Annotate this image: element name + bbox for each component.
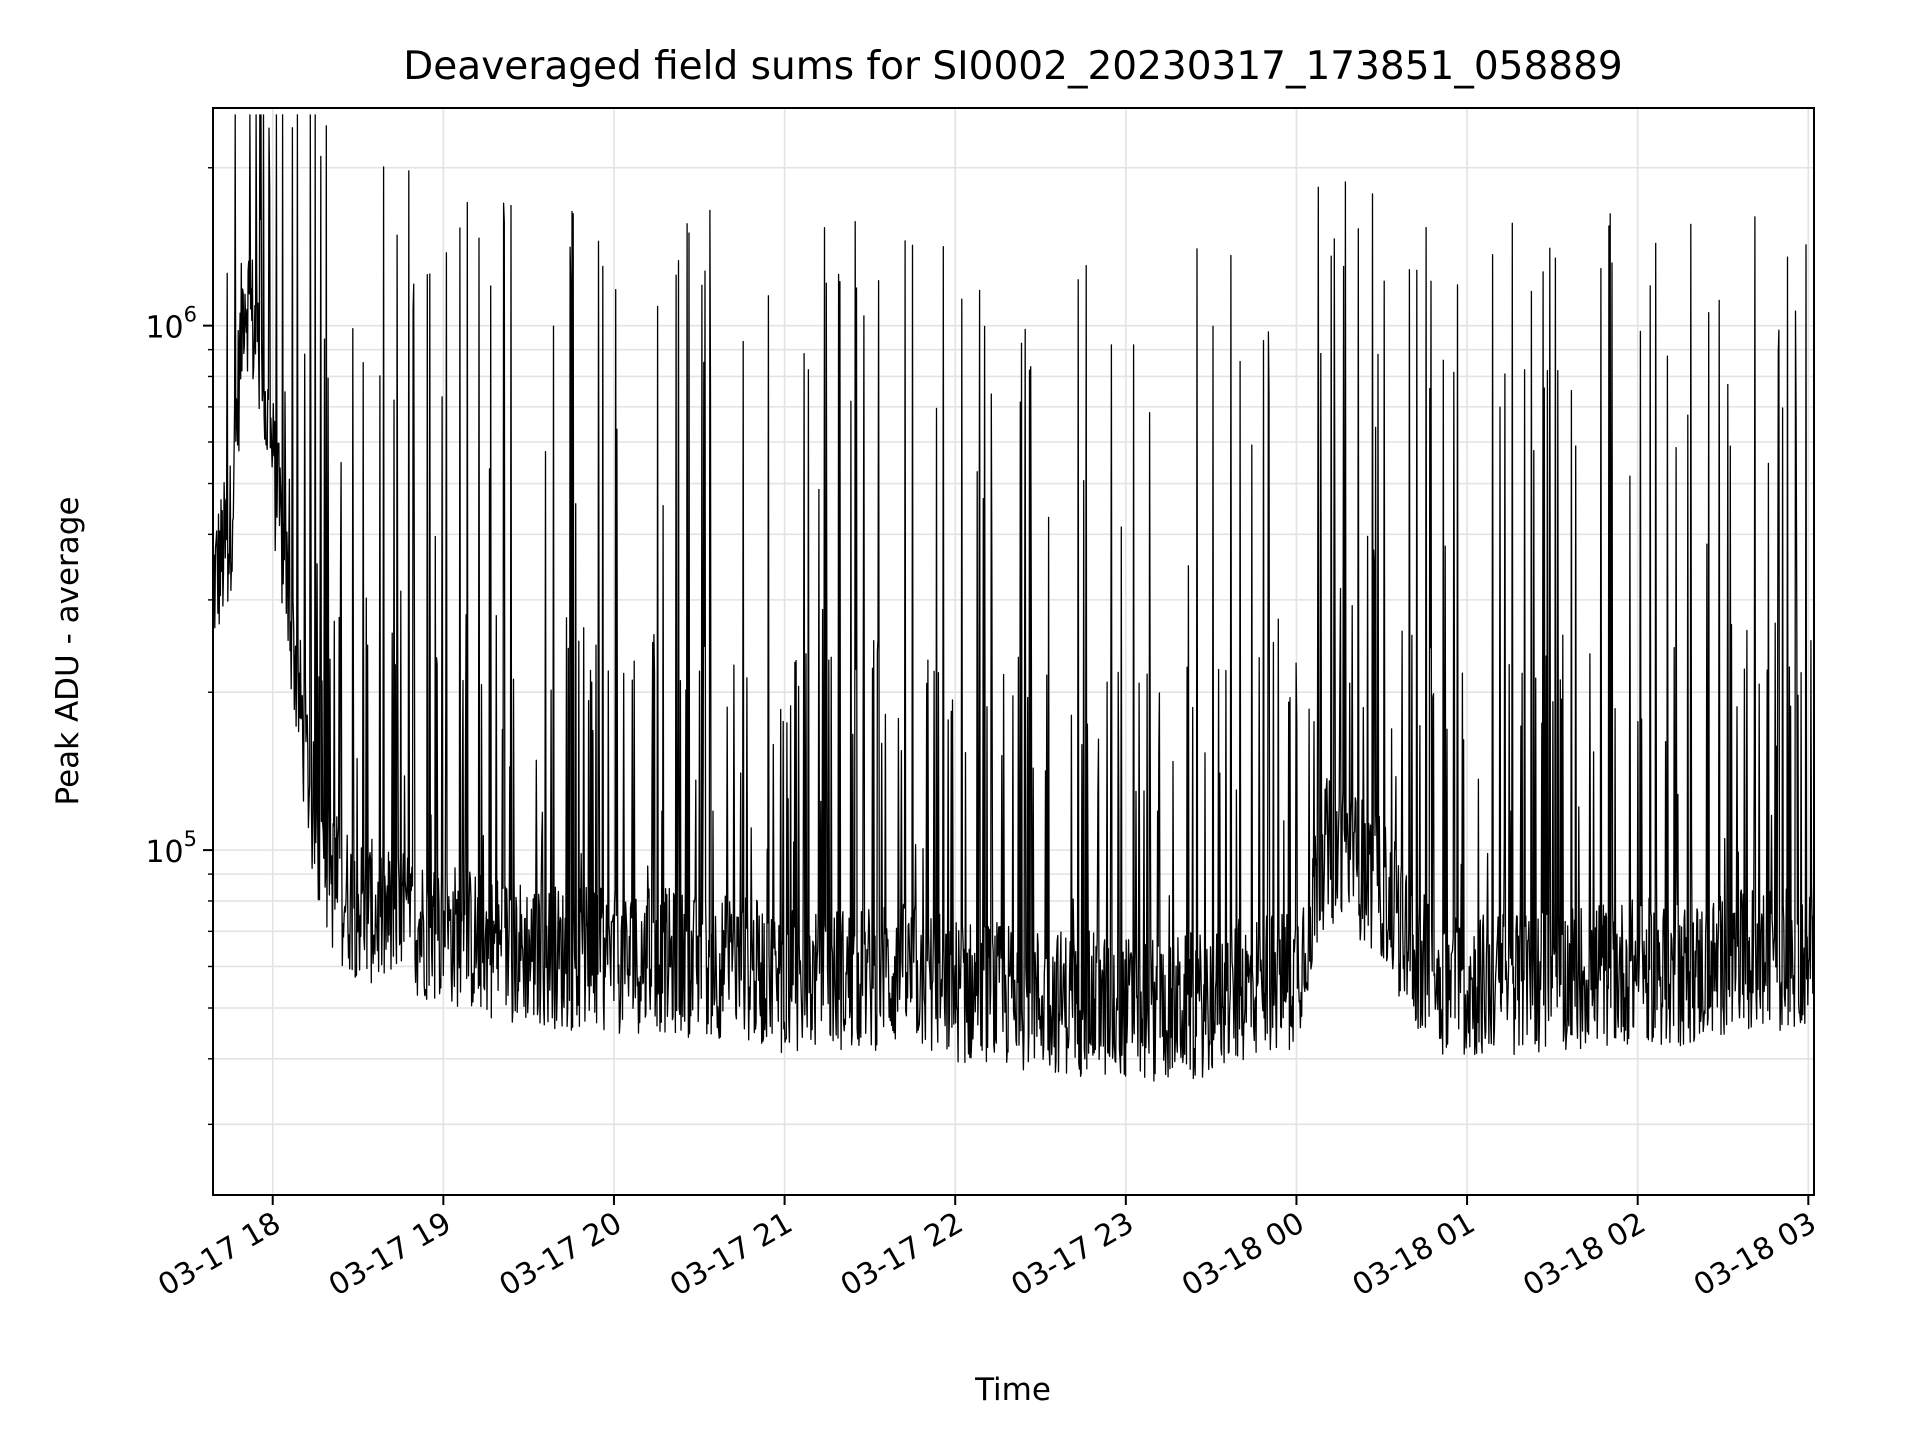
x-tick-label: 03-17 20 [494, 1206, 628, 1304]
x-tick-label: 03-17 22 [835, 1206, 969, 1304]
series-group [212, 114, 1815, 1082]
x-tick-label: 03-17 18 [152, 1206, 286, 1304]
y-tick-label: 106 [145, 303, 197, 346]
x-tick-label: 03-18 03 [1688, 1206, 1822, 1304]
x-tick-label: 03-18 00 [1176, 1206, 1310, 1304]
chart-title: Deaveraged field sums for SI0002_2023031… [403, 44, 1622, 89]
y-tick-label: 105 [145, 827, 197, 870]
x-tick-label: 03-17 19 [323, 1206, 457, 1304]
x-tick-label: 03-17 23 [1006, 1206, 1140, 1304]
x-tick-label: 03-18 01 [1347, 1206, 1481, 1304]
plot-frame [212, 107, 1815, 1196]
grid [213, 108, 1814, 1195]
x-tick-label: 03-18 02 [1517, 1206, 1651, 1304]
y-axis-ticks: 106 105 [145, 167, 213, 1126]
series-line [212, 114, 1815, 1082]
x-tick-label: 03-17 21 [664, 1206, 798, 1304]
x-axis-label: Time [974, 1372, 1051, 1408]
y-axis-label: Peak ADU - average [50, 496, 86, 805]
x-axis-ticks: 03-17 18 03-17 19 03-17 20 03-17 21 03-17 22… [152, 1195, 1822, 1303]
